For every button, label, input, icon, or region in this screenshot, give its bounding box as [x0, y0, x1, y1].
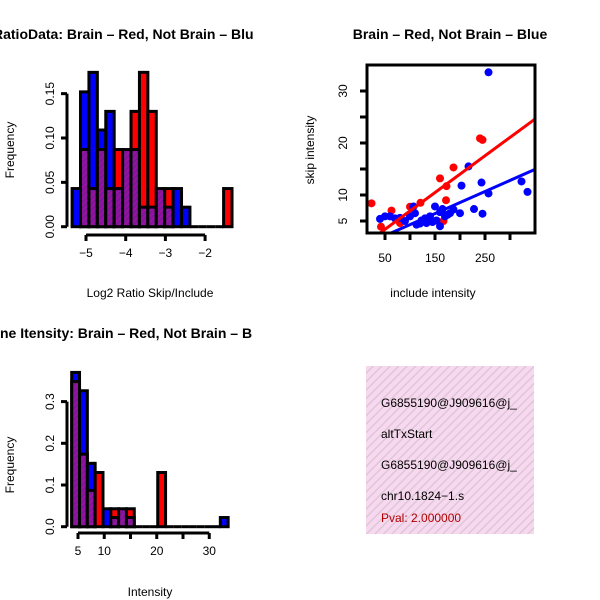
x-tick-label: 150 [425, 251, 445, 265]
point-blue [428, 218, 437, 227]
point-blue [436, 222, 444, 231]
hist-intensity-xlabel: Intensity [128, 585, 173, 599]
point-blue [431, 202, 439, 211]
y-tick-label: 0.1 [43, 476, 57, 493]
hist-intensity-ylabel: Frequency [3, 437, 17, 494]
bar-red [222, 187, 234, 229]
point-red [478, 135, 487, 144]
y-tick-label: 0.05 [43, 170, 57, 194]
point-red [442, 196, 450, 205]
y-tick-label: 0.3 [43, 393, 57, 410]
info-line-gene-id-2: G6855190@J909616@j_ [381, 458, 517, 472]
x-tick-label: 30 [203, 544, 217, 558]
y-tick-label: 30 [336, 84, 350, 98]
point-blue [456, 209, 464, 218]
y-tick-label: 10 [336, 188, 350, 202]
x-tick-label: 10 [98, 544, 112, 558]
point-blue [411, 209, 419, 218]
point-blue [381, 212, 389, 221]
point-blue [443, 210, 452, 219]
bar-blue [218, 516, 230, 529]
point-red [377, 222, 385, 231]
hist-ratio-title: RatioData: Brain – Red, Not Brain – Blu [0, 26, 254, 42]
x-tick-label: 50 [378, 251, 392, 265]
info-panel: G6855190@J909616@j_ altTxStart G6855190@… [366, 366, 534, 534]
hist-ratio-ylabel: Frequency [3, 122, 17, 179]
point-red [449, 163, 458, 172]
point-blue [484, 68, 493, 77]
x-tick-label: −3 [159, 246, 173, 260]
scatter-ylabel: skip intensity [303, 116, 317, 185]
y-tick-label: 0.00 [43, 215, 57, 239]
hist-ratio-xlabel: Log2 Ratio Skip/Include [87, 286, 214, 300]
point-red [367, 199, 376, 208]
plot-frame [365, 63, 537, 235]
point-red [436, 174, 444, 183]
scatter-title: Brain – Red, Not Brain – Blue [353, 26, 548, 42]
point-blue [478, 209, 487, 218]
y-tick-label: 0.0 [43, 518, 57, 535]
bar-blue [180, 205, 192, 229]
scatter-data-area [367, 68, 535, 233]
x-tick-label: 20 [150, 544, 164, 558]
x-tick-label: −2 [198, 246, 212, 260]
scatter-xlabel: include intensity [390, 286, 475, 300]
point-blue [517, 177, 526, 186]
bar-overlap [124, 516, 136, 529]
y-tick-label: 0.15 [43, 82, 57, 106]
fit-line-red [379, 117, 535, 233]
bar-red [156, 470, 168, 529]
scatter-plot: 50 150 250 5 10 20 30 [336, 63, 537, 265]
y-tick-label: 0.2 [43, 435, 57, 452]
x-tick-label: 5 [75, 544, 82, 558]
point-blue [523, 187, 532, 196]
hist-intensity-title: ne Itensity: Brain – Red, Not Brain – B [0, 325, 252, 341]
x-tick-label: −4 [119, 246, 133, 260]
y-tick-label: 20 [336, 136, 350, 150]
x-tick-label: −5 [79, 246, 93, 260]
point-blue [470, 205, 478, 214]
point-blue [457, 181, 466, 190]
point-blue [477, 178, 486, 187]
x-tick-label: 250 [475, 251, 495, 265]
y-tick-label: 0.10 [43, 126, 57, 150]
info-pval: Pval: 2.000000 [381, 511, 461, 525]
hist-ratio-plot: −5 −4 −3 −2 0.00 0.05 0.10 0.15 [43, 70, 234, 260]
info-line-event-type: altTxStart [381, 427, 433, 441]
info-line-gene-id: G6855190@J909616@j_ [381, 396, 517, 410]
fit-line-blue [387, 168, 535, 233]
hist-intensity-plot: 5 10 20 30 0.0 0.1 0.2 0.3 [43, 370, 230, 558]
point-blue [401, 217, 409, 225]
bar-red [93, 470, 105, 529]
info-panel-background [366, 366, 534, 534]
info-line-location: chr10.1824−1.s [381, 489, 464, 503]
y-tick-label: 5 [336, 217, 350, 224]
